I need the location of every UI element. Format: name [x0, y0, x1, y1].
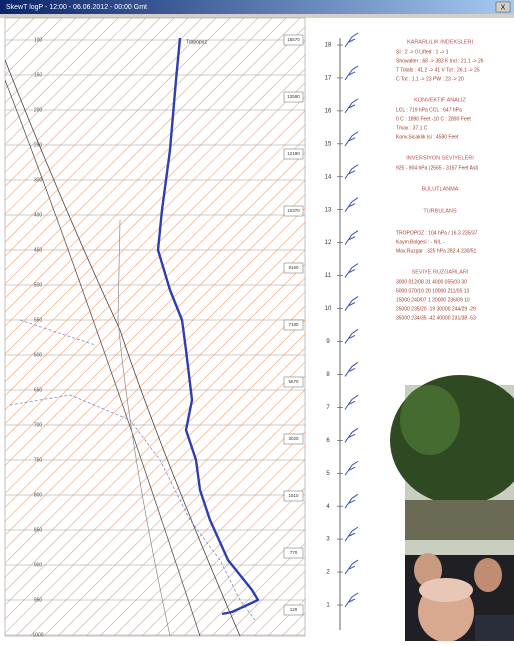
pressure-label: 850 [34, 527, 43, 533]
height-box-label: 12190 [287, 151, 300, 156]
info-line: 0 C : 1890 Feet -10 C : 2890 Feet [396, 116, 471, 122]
info-line: 15000 240/07 1 20000 236/09 10 [396, 297, 470, 303]
info-line: Konv.Sicaklik Isi : 4590 Feet [396, 134, 459, 140]
window-title: SkewT logP - 12:00 - 06.06.2012 - 00:00 … [6, 4, 147, 11]
section-heading: KONVEKTIF ANALIZ [414, 97, 466, 103]
pressure-label: 750 [34, 457, 43, 463]
pressure-label: 900 [34, 562, 43, 568]
info-line: TROPOPOZ : 104 hPa / 16.3 235/37 [396, 230, 478, 236]
pressure-label: 800 [34, 492, 43, 498]
section-heading: KARARLILIK INDEKSLERI [407, 39, 473, 45]
info-line: Tmax : 37.1 C [396, 125, 428, 131]
section-heading: TURBULANS [423, 208, 457, 214]
pressure-label: 700 [34, 422, 43, 428]
height-box-label: 9160 [288, 265, 299, 270]
face [474, 558, 502, 592]
info-line: Showalter : 68 -> 383 K Ind : 21.1 -> 26 [396, 58, 484, 64]
tropopause-label: Tropopoz [186, 39, 207, 45]
pressure-label: 400 [34, 212, 43, 218]
info-line: SI : 2 -> 0 Lifted : 1 -> 1 [396, 49, 449, 55]
height-label: 12 [325, 240, 332, 246]
info-line: Max.Ruzgar : 325 hPa 282.4 230/51 [396, 248, 477, 254]
wall [405, 500, 514, 540]
pressure-label: 300 [34, 177, 43, 183]
info-line: Kaym.Bolgesi : - NIL - [396, 239, 445, 245]
suit [475, 615, 514, 641]
info-line: 925 - 904 hPa (2565 - 3167 Feet Asl) [396, 165, 479, 171]
photo-overlay [390, 375, 514, 641]
pressure-label: 500 [34, 282, 43, 288]
info-line: 25000 235/20 -19 30000 244/29 -29 [396, 306, 476, 312]
info-line: 35000 234/35 -42 40000 231/38 -53 [396, 315, 476, 321]
bald-head [419, 578, 473, 602]
height-box-label: 16570 [287, 37, 300, 42]
pressure-label: 550 [34, 317, 43, 323]
height-box-label: 10370 [287, 208, 300, 213]
height-label: 14 [325, 174, 332, 180]
section-heading: BULUTLANMA [422, 186, 459, 192]
section-heading: INVERSIYON SEVIYELERI [406, 155, 474, 161]
height-label: 13 [325, 207, 332, 213]
height-box-label: 3020 [288, 436, 299, 441]
height-box-label: 5570 [288, 379, 299, 384]
pressure-label: 450 [34, 247, 43, 253]
pressure-label: 650 [34, 387, 43, 393]
pressure-label: 150 [34, 72, 43, 78]
height-label: 15 [325, 141, 332, 147]
pressure-label: 1000 [32, 632, 43, 638]
pressure-label: 600 [34, 352, 43, 358]
pressure-label: 950 [34, 597, 43, 603]
tree [400, 385, 460, 455]
app-window: SkewT logP - 12:00 - 06.06.2012 - 00:00 … [0, 0, 514, 641]
height-box-label: 770 [290, 550, 298, 555]
height-label: 17 [325, 76, 332, 82]
pressure-label: 200 [34, 107, 43, 113]
page: SkewT logP - 12:00 - 06.06.2012 - 00:00 … [0, 0, 514, 641]
info-line: C Tot : 1.1 -> 23 PW : 23 -> 20 [396, 76, 464, 82]
height-label: 10 [325, 306, 332, 312]
diagram-frame [5, 18, 305, 636]
section-heading: SEVIYE RUZGARLARI [412, 269, 469, 275]
height-label: 16 [325, 108, 332, 114]
close-label[interactable]: X [501, 4, 506, 11]
height-box-label: 1510 [288, 493, 299, 498]
info-line: 3000 012/08 31 4000 055/03 30 [396, 279, 467, 285]
height-label: 11 [325, 273, 332, 279]
height-box-label: 120 [290, 607, 298, 612]
pressure-label: 100 [34, 37, 43, 43]
frame [0, 14, 514, 18]
info-line: T Totals : 41.2 -> 41 V Tot : 26.1 -> 25 [396, 67, 480, 73]
height-box-label: 13590 [287, 94, 300, 99]
height-box-label: 7180 [288, 322, 299, 327]
info-line: LCL : 719 hPa CCL : 647 hPa [396, 107, 462, 113]
info-line: 5000 070/10 20 10000 211/05 13 [396, 288, 470, 294]
height-label: 18 [325, 43, 332, 49]
